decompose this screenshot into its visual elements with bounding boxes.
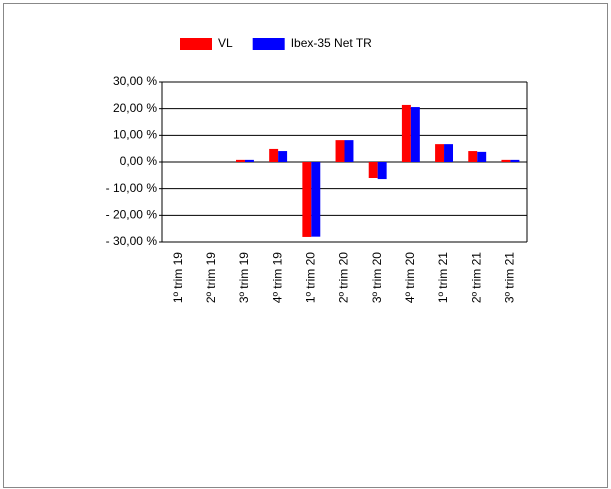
bar bbox=[278, 151, 288, 162]
bar bbox=[510, 159, 520, 162]
bar bbox=[368, 162, 378, 178]
x-tick-label: 2º trim 21 bbox=[469, 252, 483, 303]
x-tick-label: 1º trim 20 bbox=[303, 252, 317, 303]
bar bbox=[468, 151, 478, 162]
bar bbox=[501, 159, 511, 162]
bar bbox=[344, 140, 354, 162]
bar bbox=[335, 140, 345, 162]
x-tick-label: 3º trim 19 bbox=[237, 252, 251, 303]
bar bbox=[444, 144, 454, 162]
legend-swatch bbox=[180, 38, 212, 50]
x-tick-label: 2º trim 19 bbox=[204, 252, 218, 303]
bar bbox=[477, 151, 487, 162]
y-tick-label: 10,00 % bbox=[113, 128, 157, 142]
bar bbox=[244, 159, 254, 162]
x-tick-label: 4º trim 19 bbox=[270, 252, 284, 303]
bar bbox=[302, 162, 312, 237]
x-tick-label: 2º trim 20 bbox=[337, 252, 351, 303]
y-tick-label: 0,00 % bbox=[120, 154, 158, 168]
legend-label: Ibex-35 Net TR bbox=[291, 36, 372, 50]
y-tick-label: 30,00 % bbox=[113, 74, 157, 88]
legend-label: VL bbox=[218, 36, 233, 50]
legend-swatch bbox=[252, 38, 285, 50]
bar bbox=[269, 148, 279, 162]
bar bbox=[401, 104, 411, 162]
bar bbox=[410, 107, 420, 162]
y-tick-label: 20,00 % bbox=[113, 101, 157, 115]
bar bbox=[377, 162, 387, 180]
x-tick-label: 3º trim 20 bbox=[370, 252, 384, 303]
x-tick-label: 1º trim 19 bbox=[171, 252, 185, 303]
bar bbox=[235, 159, 245, 162]
bar bbox=[311, 162, 321, 237]
x-tick-label: 3º trim 21 bbox=[503, 252, 517, 303]
x-tick-label: 4º trim 20 bbox=[403, 252, 417, 303]
x-tick-label: 1º trim 21 bbox=[436, 252, 450, 303]
y-tick-label: - 30,00 % bbox=[106, 234, 158, 248]
bar bbox=[435, 144, 445, 162]
y-tick-label: - 10,00 % bbox=[106, 181, 158, 195]
y-tick-label: - 20,00 % bbox=[106, 208, 158, 222]
frame bbox=[3, 3, 608, 488]
